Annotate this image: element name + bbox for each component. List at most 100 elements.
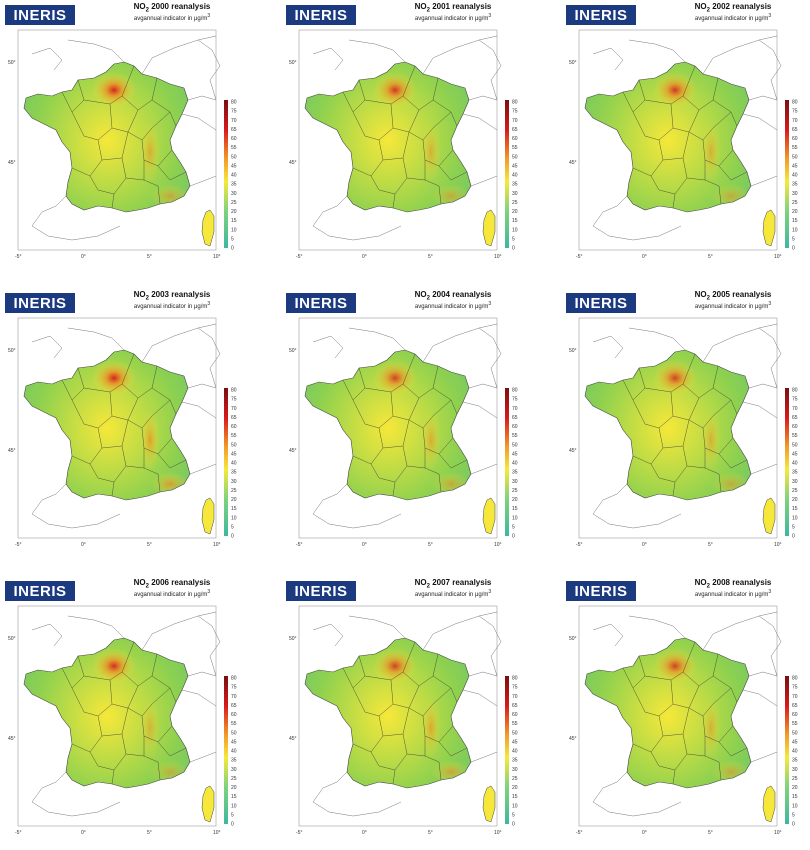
country-border bbox=[312, 195, 354, 241]
colorbar-tick-label: 50 bbox=[792, 730, 798, 736]
concentration-field bbox=[305, 638, 471, 788]
country-border bbox=[468, 383, 498, 389]
colorbar-tick-label: 75 bbox=[231, 397, 237, 403]
country-border bbox=[197, 615, 221, 677]
longitude-tick-label: 0° bbox=[642, 254, 647, 260]
colorbar-tick-label: 75 bbox=[792, 397, 798, 403]
colorbar-tick-label: 30 bbox=[231, 479, 237, 485]
colorbar-tick-label: 60 bbox=[231, 424, 237, 430]
map-subtitle: avgannual indicator in µg/m3 bbox=[694, 13, 772, 22]
colorbar-tick-label: 5 bbox=[792, 524, 795, 530]
colorbar-tick-label: 60 bbox=[231, 712, 237, 718]
region-border bbox=[650, 751, 676, 771]
country-border bbox=[31, 623, 63, 647]
map-subtitle: avgannual indicator in µg/m3 bbox=[414, 13, 492, 22]
longitude-tick-label: 0° bbox=[81, 254, 86, 260]
colorbar-tick-label: 30 bbox=[792, 767, 798, 773]
region-border bbox=[622, 655, 646, 689]
longitude-tick-label: -5° bbox=[15, 254, 21, 260]
longitude-tick-label: 0° bbox=[362, 542, 367, 548]
colorbar-tick-label: 0 bbox=[792, 246, 795, 252]
colorbar-tick-label: 10 bbox=[231, 515, 237, 521]
latitude-tick-label: 50° bbox=[8, 348, 16, 354]
region-border bbox=[61, 367, 85, 401]
rhone-hotspot bbox=[421, 410, 441, 470]
map-panel-2006: INERIS NO2 2006 reanalysis avgannual ind… bbox=[2, 576, 252, 850]
longitude-tick-label: 10° bbox=[774, 830, 782, 836]
longitude-tick-label: 0° bbox=[642, 830, 647, 836]
colorbar-tick-label: 45 bbox=[231, 739, 237, 745]
country-border bbox=[592, 483, 634, 529]
colorbar bbox=[505, 100, 509, 248]
concentration-field bbox=[305, 350, 471, 500]
colorbar-tick-label: 45 bbox=[792, 739, 798, 745]
colorbar-tick-label: 70 bbox=[231, 118, 237, 124]
region-border bbox=[157, 741, 187, 757]
longitude-tick-label: 5° bbox=[428, 542, 433, 548]
country-border bbox=[702, 35, 778, 75]
region-border bbox=[352, 139, 384, 177]
region-border bbox=[632, 139, 664, 177]
map-panel-2008: INERIS NO2 2008 reanalysis avgannual ind… bbox=[563, 576, 810, 850]
rhone-hotspot bbox=[701, 122, 721, 182]
longitude-tick-label: 5° bbox=[428, 830, 433, 836]
region-border bbox=[71, 427, 103, 465]
colorbar-tick-label: 75 bbox=[231, 685, 237, 691]
corsica bbox=[201, 497, 215, 535]
latitude-tick-label: 45° bbox=[569, 160, 577, 166]
country-border bbox=[632, 801, 682, 817]
colorbar-tick-label: 5 bbox=[231, 812, 234, 818]
country-border bbox=[31, 195, 73, 241]
country-border bbox=[71, 513, 121, 529]
country-border bbox=[348, 39, 406, 63]
region-border bbox=[364, 65, 416, 105]
country-border bbox=[71, 801, 121, 817]
country-border bbox=[750, 463, 778, 475]
country-border bbox=[592, 771, 634, 817]
country-border bbox=[470, 175, 498, 187]
region-border bbox=[704, 179, 722, 205]
colorbar-tick-label: 80 bbox=[792, 388, 798, 394]
region-border bbox=[644, 641, 696, 681]
colorbar-tick-label: 35 bbox=[231, 758, 237, 764]
region-border bbox=[370, 463, 396, 483]
ineris-logo: INERIS bbox=[286, 293, 356, 313]
country-border bbox=[181, 401, 217, 419]
region-border bbox=[127, 687, 171, 717]
map-subtitle: avgannual indicator in µg/m3 bbox=[414, 589, 492, 598]
country-border bbox=[141, 35, 217, 75]
colorbar-tick-label: 80 bbox=[792, 676, 798, 682]
longitude-tick-label: 5° bbox=[147, 830, 152, 836]
corsica bbox=[482, 785, 496, 823]
region-border bbox=[682, 445, 706, 469]
country-border bbox=[758, 39, 782, 101]
country-border bbox=[478, 327, 502, 389]
region-border bbox=[702, 427, 734, 455]
colorbar-tick-label: 25 bbox=[512, 776, 518, 782]
concentration-field bbox=[585, 350, 751, 500]
ineris-logo: INERIS bbox=[286, 5, 356, 25]
map-subtitle: avgannual indicator in µg/m3 bbox=[133, 589, 211, 598]
country-border bbox=[71, 225, 121, 241]
country-border bbox=[31, 47, 63, 71]
country-border bbox=[187, 671, 217, 677]
region-border bbox=[408, 399, 452, 429]
region-border bbox=[422, 139, 454, 167]
longitude-tick-label: 5° bbox=[708, 542, 713, 548]
region-border bbox=[702, 139, 734, 167]
colorbar-tick-label: 25 bbox=[231, 200, 237, 206]
colorbar-tick-label: 55 bbox=[792, 721, 798, 727]
colorbar-tick-label: 40 bbox=[231, 749, 237, 755]
colorbar-tick-label: 70 bbox=[792, 118, 798, 124]
country-border bbox=[632, 513, 682, 529]
country-border bbox=[462, 113, 498, 131]
map-subtitle: avgannual indicator in µg/m3 bbox=[694, 589, 772, 598]
colorbar-tick-label: 60 bbox=[231, 136, 237, 142]
country-border bbox=[352, 513, 402, 529]
colorbar-tick-label: 35 bbox=[231, 470, 237, 476]
region-border bbox=[121, 77, 158, 111]
colorbar-tick-label: 15 bbox=[231, 506, 237, 512]
